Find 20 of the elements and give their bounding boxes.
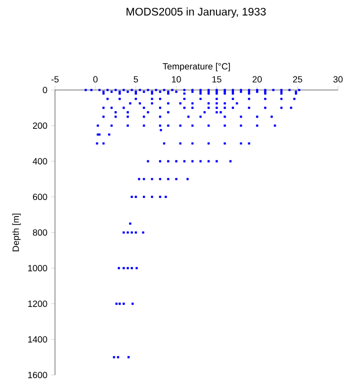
y-axis-title: Depth [m] (12, 214, 21, 252)
x-tick-label: -5 (51, 76, 59, 82)
y-tick-label: 1600 (28, 372, 48, 378)
y-tick-label: 400 (32, 158, 48, 164)
y-tick-label: 1200 (28, 300, 48, 307)
x-tick-label: 0 (93, 76, 98, 82)
x-tick-label: 15 (212, 76, 222, 82)
y-tick-label: 800 (32, 229, 48, 236)
x-tick-label: 5 (134, 76, 138, 82)
x-tick-label: 30 (333, 76, 343, 82)
x-tick-label: 20 (252, 76, 262, 82)
y-tick-label: 0 (42, 86, 48, 94)
y-tick-label: 200 (32, 122, 48, 129)
y-tick-label: 1000 (28, 264, 48, 272)
y-tick-label: 1400 (28, 336, 48, 343)
chart-title: MODS2005 in January, 1933 (126, 8, 266, 18)
x-tick-label: 25 (293, 76, 302, 82)
y-tick-label: 600 (32, 194, 48, 200)
x-axis-title: Temperature [°C] (162, 62, 230, 72)
x-tick-label: 10 (172, 76, 181, 82)
